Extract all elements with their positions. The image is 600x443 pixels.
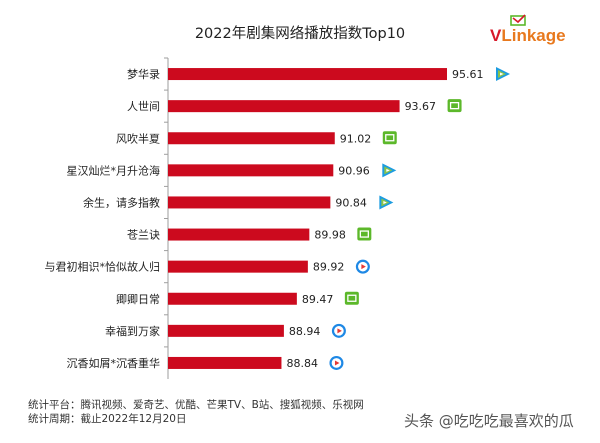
iqiyi-icon xyxy=(344,291,359,305)
youku-icon-play xyxy=(361,264,366,270)
tencent-video-icon-play xyxy=(386,168,390,172)
youku-icon-play xyxy=(334,360,340,366)
value-label: 89.92 xyxy=(313,261,345,274)
value-label: 89.98 xyxy=(314,229,346,242)
category-label: 梦华录 xyxy=(127,67,160,81)
tencent-video-icon xyxy=(496,67,510,82)
youku-icon xyxy=(329,355,344,370)
value-label: 88.84 xyxy=(286,357,318,370)
iqiyi-icon-glyph xyxy=(359,230,369,238)
youku-icon xyxy=(331,323,346,338)
bar xyxy=(168,324,284,337)
category-label: 余生，请多指教 xyxy=(83,195,160,209)
category-label: 沉香如屑*沉香重华 xyxy=(67,356,161,370)
value-label: 91.02 xyxy=(340,132,372,145)
tencent-video-icon-play xyxy=(500,72,504,76)
value-label: 88.94 xyxy=(289,325,321,338)
iqiyi-icon-glyph xyxy=(347,294,357,302)
iqiyi-icon-glyph xyxy=(385,134,395,142)
value-label: 95.61 xyxy=(452,68,484,81)
footer-platforms: 统计平台：腾讯视频、爱奇艺、优酷、芒果TV、B站、搜狐视频、乐视网 xyxy=(28,399,364,411)
iqiyi-icon-bg xyxy=(357,227,372,241)
bar xyxy=(168,356,282,369)
category-label: 风吹半夏 xyxy=(116,131,160,145)
category-label: 卿卿日常 xyxy=(116,293,160,306)
value-label: 93.67 xyxy=(405,100,437,113)
iqiyi-icon xyxy=(382,131,397,145)
iqiyi-icon-bg xyxy=(344,291,359,305)
bar xyxy=(168,100,400,113)
watermark: 头条 @吃吃吃最喜欢的瓜 xyxy=(404,412,574,430)
iqiyi-icon xyxy=(447,99,462,113)
iqiyi-icon-glyph xyxy=(449,102,460,110)
bar xyxy=(168,68,447,81)
bar xyxy=(168,228,310,241)
tencent-video-icon-play xyxy=(383,200,387,204)
tencent-video-icon xyxy=(382,163,397,178)
iqiyi-icon xyxy=(357,227,372,241)
category-label: 苍兰诀 xyxy=(127,229,160,242)
value-label: 90.84 xyxy=(335,196,367,209)
iqiyi-icon-bg xyxy=(382,131,397,145)
youku-icon xyxy=(355,259,370,274)
chart-title: 2022年剧集网络播放指数Top10 xyxy=(194,26,406,42)
bar xyxy=(168,196,331,209)
bar xyxy=(168,292,297,305)
bar xyxy=(168,260,308,273)
tencent-video-icon xyxy=(379,195,394,210)
vlinkage-logo: VLinkage xyxy=(490,14,590,48)
footer: 统计平台：腾讯视频、爱奇艺、优酷、芒果TV、B站、搜狐视频、乐视网 统计周期：截… xyxy=(28,398,364,426)
iqiyi-icon-bg xyxy=(447,99,462,113)
category-label: 人世间 xyxy=(127,100,160,113)
category-label: 与君初相识*恰似故人归 xyxy=(45,260,161,274)
value-label: 89.47 xyxy=(302,293,334,306)
youku-icon-play xyxy=(337,328,342,334)
category-label: 幸福到万家 xyxy=(105,324,160,338)
value-label: 90.96 xyxy=(338,164,370,177)
footer-period: 统计周期：截止2022年12月20日 xyxy=(28,413,187,425)
logo-text: VLinkage xyxy=(490,26,566,45)
logo-mark-icon xyxy=(510,14,526,26)
bar xyxy=(168,132,335,145)
category-label: 星汉灿烂*月升沧海 xyxy=(67,163,161,177)
bar xyxy=(168,164,334,177)
